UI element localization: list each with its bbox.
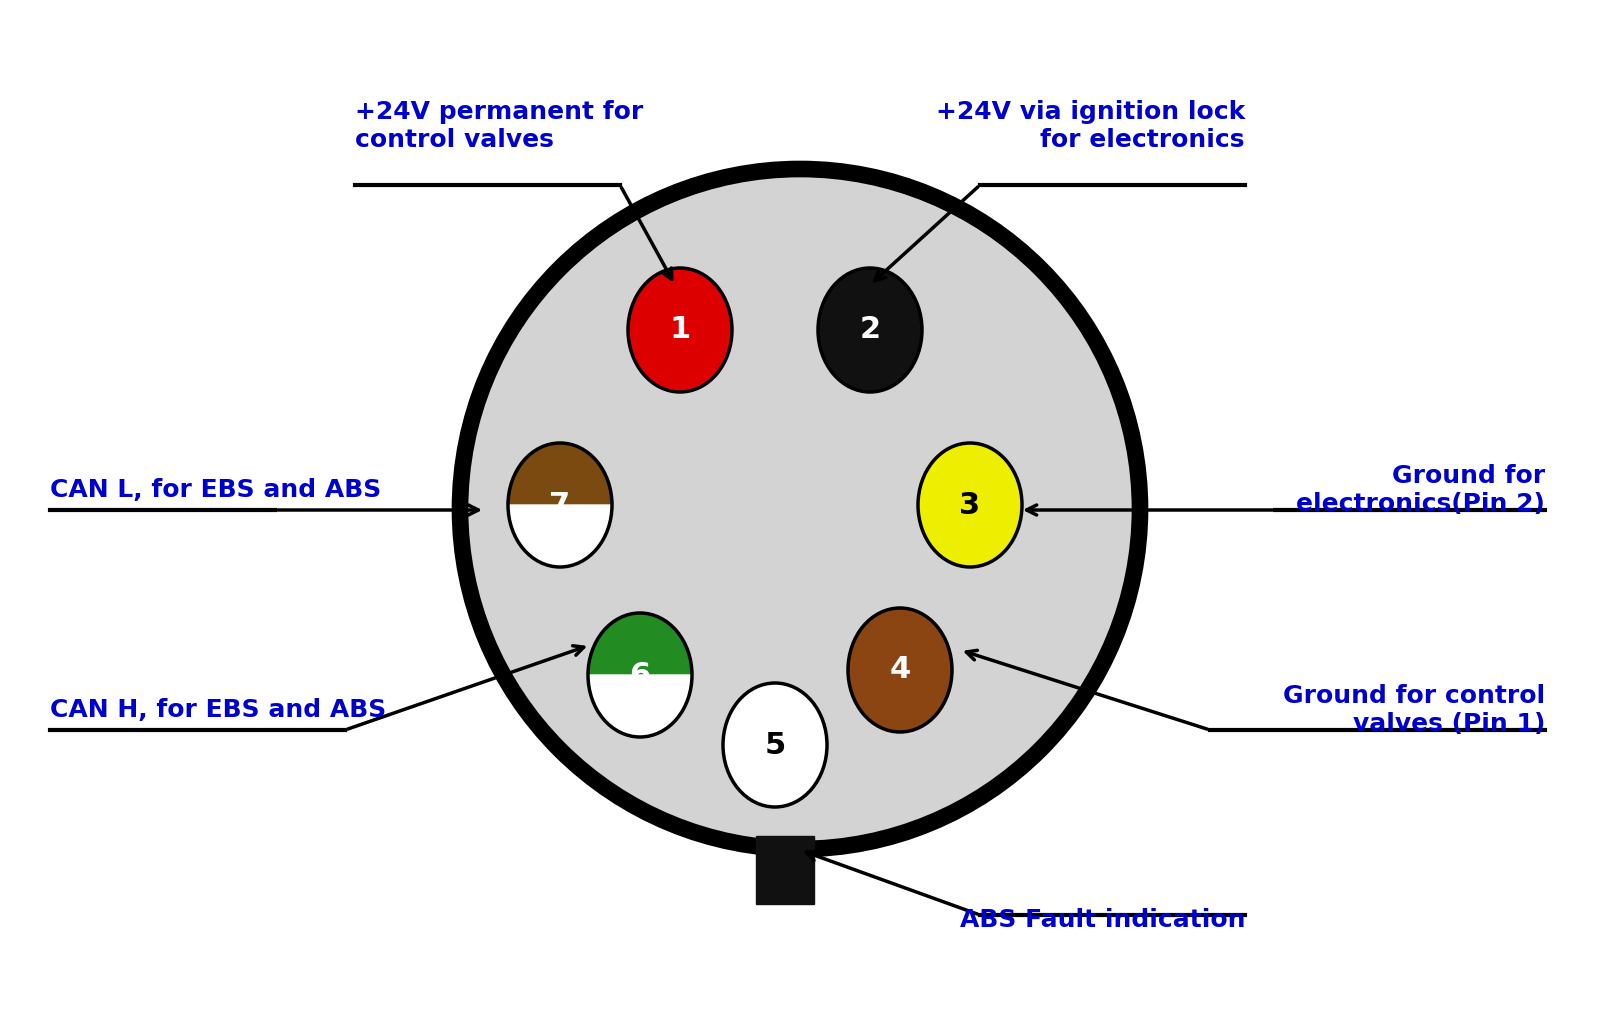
Ellipse shape [818,268,922,392]
Text: +24V permanent for
control valves: +24V permanent for control valves [355,100,643,152]
Ellipse shape [627,268,733,392]
Text: Ground for
electronics(Pin 2): Ground for electronics(Pin 2) [1296,464,1546,516]
Polygon shape [589,675,691,737]
Text: 2: 2 [859,316,880,344]
Circle shape [461,169,1139,849]
Ellipse shape [848,608,952,732]
Text: 1: 1 [669,316,691,344]
Bar [757,836,814,904]
Text: ABS Fault indication: ABS Fault indication [960,908,1245,932]
Text: Ground for control
valves (Pin 1): Ground for control valves (Pin 1) [1283,684,1546,736]
Text: 3: 3 [960,491,981,519]
Text: 6: 6 [629,661,651,689]
Polygon shape [589,613,691,675]
Ellipse shape [723,683,827,807]
Polygon shape [509,443,611,505]
Text: 4: 4 [890,656,910,684]
Ellipse shape [918,443,1022,567]
Polygon shape [509,505,611,567]
Text: CAN L, for EBS and ABS: CAN L, for EBS and ABS [50,478,381,502]
Text: +24V via ignition lock
for electronics: +24V via ignition lock for electronics [936,100,1245,152]
Text: CAN H, for EBS and ABS: CAN H, for EBS and ABS [50,698,386,722]
Text: 7: 7 [549,491,571,519]
Text: 5: 5 [765,731,786,759]
